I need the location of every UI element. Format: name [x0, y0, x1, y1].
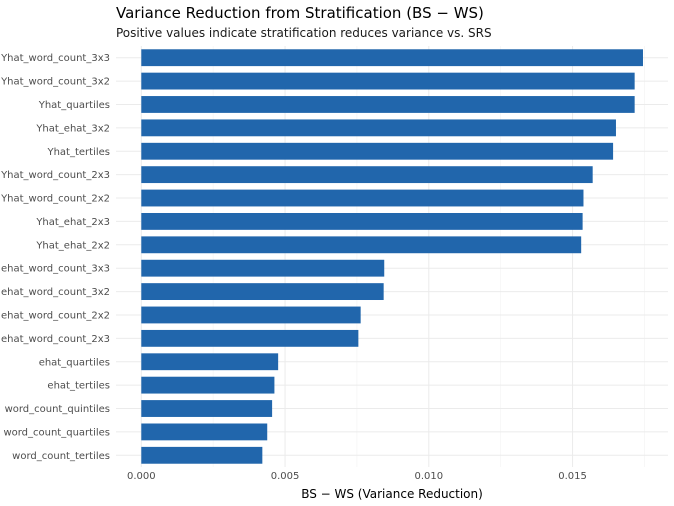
- y-tick-label: ehat_tertiles: [47, 381, 110, 392]
- bar: [141, 236, 582, 254]
- bar: [141, 446, 263, 464]
- bar: [141, 259, 385, 277]
- chart-title: Variance Reduction from Stratification (…: [116, 4, 484, 22]
- bar: [141, 376, 275, 394]
- y-tick-label: Yhat_word_count_2x3: [0, 170, 110, 181]
- y-tick-label: ehat_word_count_2x2: [1, 310, 110, 321]
- y-tick-label: ehat_word_count_3x3: [1, 264, 110, 275]
- bar: [141, 423, 268, 441]
- chart-subtitle: Positive values indicate stratification …: [116, 26, 492, 40]
- x-axis-tick-labels: 0.000 0.005 0.010 0.015: [127, 471, 587, 482]
- bars-group: [141, 49, 643, 464]
- y-axis-tick-labels: Yhat_word_count_3x3 Yhat_word_count_3x2 Yh…: [0, 53, 110, 462]
- y-tick-label: word_count_quartiles: [3, 427, 110, 438]
- bar: [141, 166, 593, 184]
- bar: [141, 72, 635, 90]
- bar: [141, 400, 273, 417]
- y-tick-label: Yhat_ehat_2x3: [35, 217, 110, 228]
- bar: [141, 329, 359, 347]
- bar: [141, 96, 635, 113]
- y-tick-label: Yhat_ehat_3x2: [35, 123, 110, 134]
- y-tick-label: word_count_quintiles: [5, 404, 110, 415]
- bar: [141, 142, 614, 160]
- y-tick-label: Yhat_quartiles: [38, 100, 110, 111]
- y-tick-label: Yhat_tertiles: [46, 147, 110, 158]
- y-tick-label: ehat_word_count_2x3: [1, 334, 110, 345]
- x-tick-label: 0.005: [271, 471, 300, 482]
- x-tick-label: 0.010: [414, 471, 443, 482]
- y-tick-label: word_count_tertiles: [12, 451, 110, 462]
- bar: [141, 212, 583, 230]
- y-tick-label: Yhat_word_count_3x3: [0, 53, 110, 64]
- bar: [141, 119, 616, 137]
- y-tick-label: ehat_word_count_3x2: [1, 287, 110, 298]
- y-tick-label: ehat_quartiles: [39, 357, 110, 368]
- bar: [141, 283, 384, 301]
- y-tick-label: Yhat_word_count_3x2: [0, 77, 110, 88]
- bar: [141, 353, 279, 371]
- bar: [141, 49, 643, 67]
- x-tick-label: 0.015: [558, 471, 587, 482]
- y-tick-label: Yhat_ehat_2x2: [35, 240, 110, 251]
- bar: [141, 189, 584, 207]
- x-tick-label: 0.000: [127, 471, 156, 482]
- y-tick-label: Yhat_word_count_2x2: [0, 194, 110, 205]
- x-axis-title: BS − WS (Variance Reduction): [301, 487, 483, 501]
- bar: [141, 306, 361, 324]
